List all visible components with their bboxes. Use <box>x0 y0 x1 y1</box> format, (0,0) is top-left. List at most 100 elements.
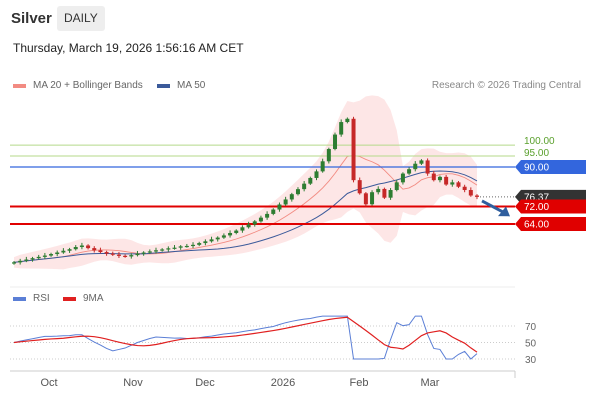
candle-body <box>289 194 294 200</box>
level-95-label: 95.00 <box>524 148 549 159</box>
ma20-swatch-icon <box>13 83 26 88</box>
candle-body <box>271 209 276 214</box>
candle-body <box>320 161 325 172</box>
candle-body <box>333 134 338 150</box>
level-100-label: 100.00 <box>524 136 555 147</box>
timestamp: Thursday, March 19, 2026 1:56:16 AM CET <box>13 41 244 55</box>
candle-body <box>36 256 41 259</box>
level-90-label-bg <box>515 160 586 174</box>
level-64-label: 64.00 <box>524 220 549 231</box>
candle-body <box>92 248 97 251</box>
last-price-label: 76.37 <box>524 192 549 203</box>
candle-body <box>135 253 140 256</box>
candle-body <box>178 246 183 248</box>
candle-body <box>314 171 319 178</box>
legend-ma50-label: MA 50 <box>177 80 206 91</box>
candle-body <box>394 182 399 191</box>
candle-body <box>184 245 189 248</box>
x-tick-feb: Feb <box>350 377 369 389</box>
candle-body <box>123 255 128 257</box>
candle-body <box>295 189 300 195</box>
candle-body <box>308 177 313 184</box>
rsi-line <box>13 315 478 360</box>
candle-body <box>86 245 91 249</box>
candle-body <box>407 169 412 174</box>
level-72-label: 72.00 <box>524 202 549 213</box>
timeframe-badge[interactable]: DAILY <box>57 6 105 31</box>
candle-body <box>55 252 60 255</box>
candle-body <box>283 199 288 205</box>
candle-body <box>129 255 134 257</box>
candle-body <box>351 118 356 181</box>
legend-9ma: 9MA <box>63 293 104 304</box>
candle-body <box>197 243 202 245</box>
candle-body <box>49 254 54 256</box>
candle-body <box>104 252 109 254</box>
candle-body <box>221 235 226 238</box>
x-tick-nov: Nov <box>123 377 143 389</box>
candle-body <box>450 182 455 185</box>
candle-body <box>326 149 331 162</box>
candle-body <box>160 249 165 251</box>
rsi-label-50: 50 <box>525 339 537 350</box>
candle-body <box>246 224 251 228</box>
chart-header: Silver DAILY <box>0 0 590 36</box>
instrument-title: Silver <box>11 10 52 27</box>
9ma-swatch-icon <box>63 296 76 301</box>
candle-body <box>413 163 418 170</box>
candle-body <box>339 122 344 135</box>
rsi-label-30: 30 <box>525 355 537 366</box>
x-tick-dec: Dec <box>195 377 215 389</box>
candle-body <box>431 173 436 181</box>
x-tick-2026: 2026 <box>271 377 295 389</box>
x-tick-oct: Oct <box>40 377 57 389</box>
candle-body <box>30 258 35 260</box>
candle-body <box>425 160 430 174</box>
candle-body <box>12 262 16 264</box>
level-64-label-bg <box>515 217 586 231</box>
rsi-9ma-line <box>13 316 478 353</box>
candle-body <box>110 253 115 255</box>
candle-body <box>61 250 66 253</box>
legend-9ma-label: 9MA <box>83 293 104 304</box>
candle-body <box>18 260 23 263</box>
candle-body <box>456 182 461 187</box>
candle-body <box>172 247 177 249</box>
candle-body <box>228 232 233 236</box>
candle-body <box>444 176 449 185</box>
candle-body <box>203 241 208 244</box>
legend-rsi-label: RSI <box>33 293 50 304</box>
candle-body <box>376 188 381 193</box>
candle-body <box>234 230 239 233</box>
candle-body <box>400 173 405 183</box>
ma50-line <box>13 170 478 263</box>
candle-body <box>209 239 214 242</box>
candle-body <box>79 245 84 248</box>
candle-body <box>265 213 270 218</box>
credit-text: Research © 2026 Trading Central <box>431 80 581 91</box>
candle-body <box>116 254 121 256</box>
x-tick-mar: Mar <box>421 377 440 389</box>
candle-body <box>67 249 72 251</box>
candle-body <box>258 217 263 222</box>
legend-ma20-label: MA 20 + Bollinger Bands <box>33 80 143 91</box>
candle-body <box>302 183 307 190</box>
candle-body <box>191 244 196 247</box>
forecast-arrow-icon <box>481 199 506 215</box>
candle-body <box>437 176 442 181</box>
candle-body <box>363 193 368 205</box>
candle-body <box>345 118 350 123</box>
candle-body <box>475 195 479 197</box>
legend-ma50: MA 50 <box>157 80 205 91</box>
candle-body <box>147 251 152 253</box>
ma20-line <box>13 154 478 263</box>
candle-body <box>215 237 220 240</box>
forecast-arrowhead-icon <box>498 206 510 217</box>
candle-body <box>42 255 47 257</box>
candle-body <box>277 204 282 210</box>
candle-body <box>462 186 467 191</box>
legend-rsi: RSI <box>13 293 50 304</box>
rsi-label-70: 70 <box>525 322 537 333</box>
